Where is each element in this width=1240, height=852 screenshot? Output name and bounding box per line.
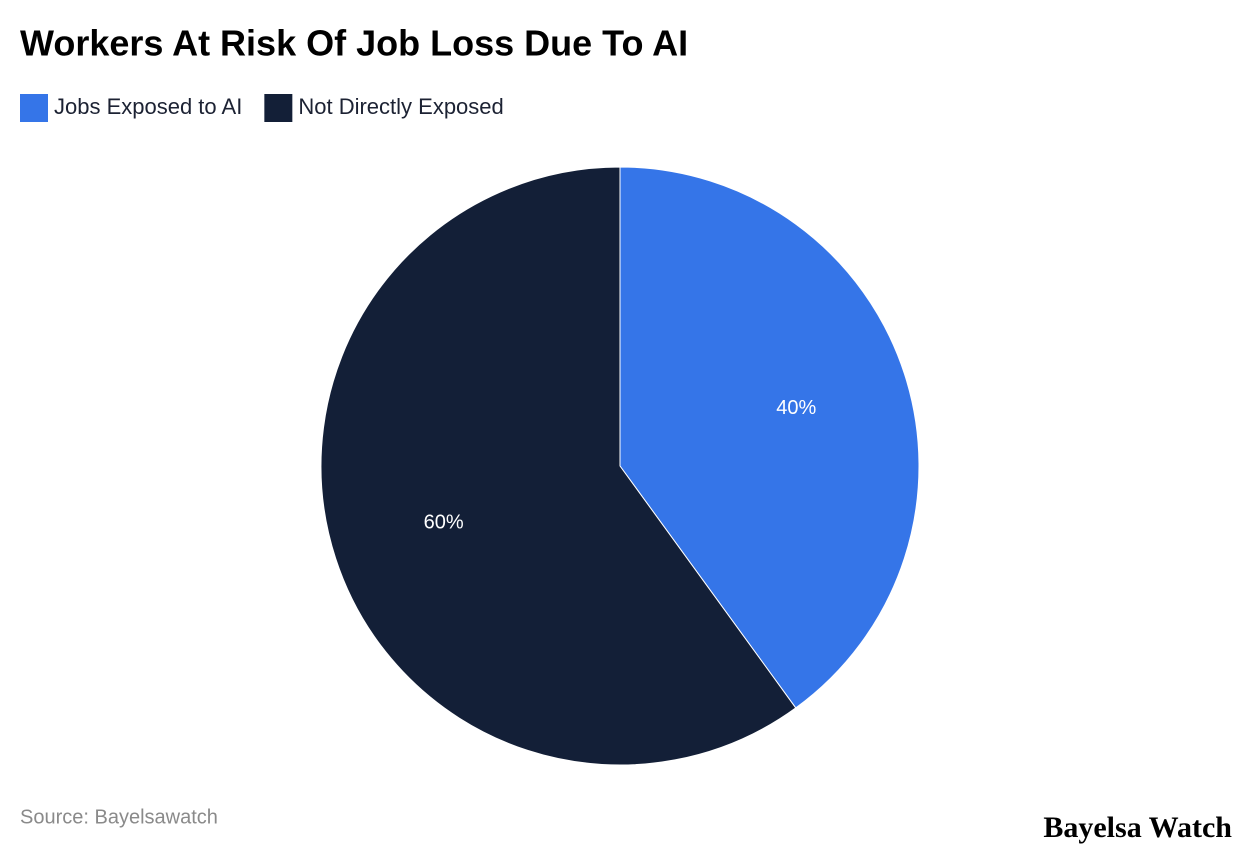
slice-label: 60% [424,512,464,534]
legend-label: Jobs Exposed to AI [54,94,242,119]
legend-swatch [20,94,48,122]
pie: 40% 60% [320,166,920,766]
slice-label: 40% [776,397,816,419]
pie-slice [619,166,920,709]
source: Source: Bayelsawatch [20,806,218,828]
chart-title: Workers At Risk Of Job Loss Due To AI [20,23,688,64]
legend-swatch [264,94,293,122]
legend: Jobs Exposed to AI Not Directly Exposed [20,94,504,122]
pie-slice [320,166,797,766]
brand: Bayelsa Watch [1043,811,1232,844]
legend-label: Not Directly Exposed [298,94,503,119]
